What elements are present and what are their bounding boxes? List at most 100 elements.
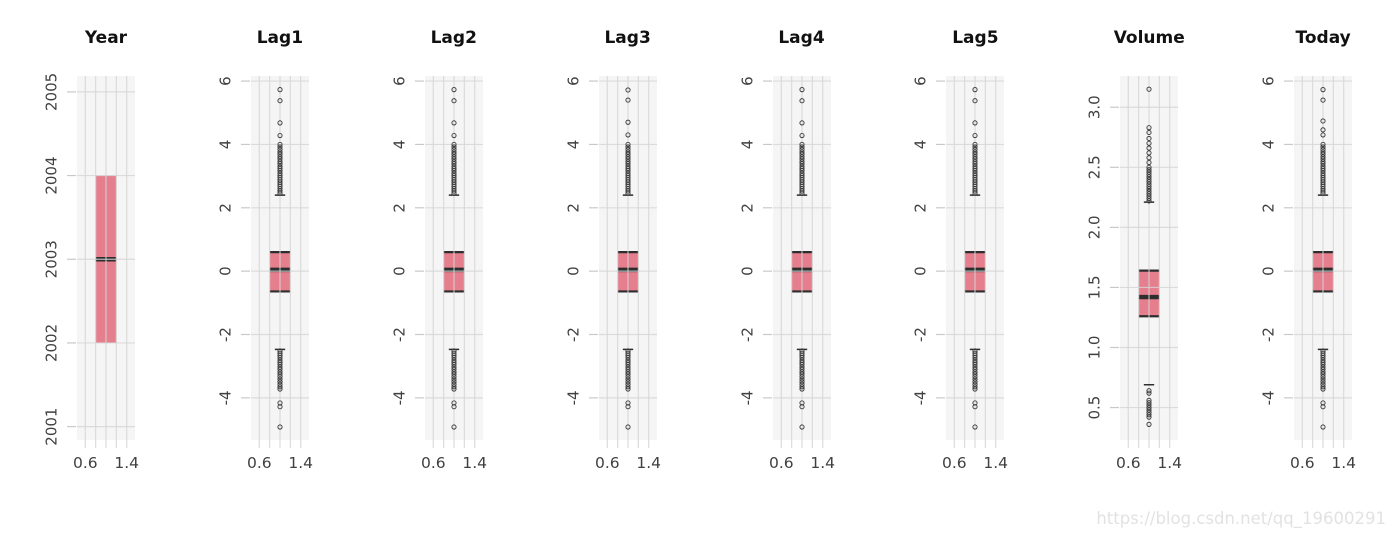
outlier-point [972,170,978,176]
outlier-point [277,156,283,162]
outlier-point [451,156,457,162]
outlier-point [798,146,805,153]
outlier-point [277,170,283,176]
y-tick-label: -2 [390,327,408,342]
y-tick-label: -2 [216,327,234,342]
outlier-point [1146,402,1152,408]
y-tick-label: 2 [564,203,582,213]
outlier-point [972,158,978,165]
panel-title: Volume [1113,28,1185,48]
outlier-point [972,371,978,377]
outlier-point [972,352,978,358]
y-tick-label: 0 [564,266,582,276]
x-tick-label: 0.6 [768,454,793,472]
y-tick-label: 0.5 [1086,396,1104,420]
outlier-point [1146,129,1152,136]
outlier-point [277,161,283,167]
outlier-point [625,141,631,148]
outlier-point [1320,158,1326,165]
outlier-point [1320,127,1326,133]
panels-row: Year 2001 2002 2003 2004 2005 0.6 1.4 Lag1 -4-… [43,0,1357,500]
outlier-point [972,355,978,361]
boxplot-canvas-lag3: -4 -2 0 2 4 6 0.6 1.4 [564,76,661,472]
y-tick-label: -2 [564,327,582,342]
y-tick-label: -4 [216,390,234,405]
outlier-point [1320,404,1326,410]
outlier-point [451,158,457,165]
outlier-point [1146,167,1152,173]
x-tick-label: 0.6 [595,454,620,472]
outlier-point [972,156,978,162]
outlier-point [1146,400,1152,406]
outlier-point [625,379,631,385]
outlier-point [451,141,457,148]
outlier-point [451,146,457,153]
outlier-point [625,163,631,169]
outlier-point [277,355,283,361]
y-tick-label: -4 [390,390,408,405]
outlier-point [972,144,978,150]
outlier-point [798,172,805,179]
outlier-point [972,120,978,126]
outlier-point [972,384,978,390]
outlier-point [1320,156,1326,162]
outlier-point [798,376,805,382]
outlier-point [1320,149,1326,155]
outlier-point [798,158,805,165]
y-tick-label: 4 [1260,140,1278,150]
outlier-point [1320,161,1326,167]
outlier-point [451,379,457,385]
y-tick-label: 0 [1260,266,1278,276]
outlier-point [625,149,631,155]
x-tick-label: 0.6 [247,454,272,472]
outlier-point [1320,352,1326,358]
y-tick-label: 2 [1260,203,1278,213]
outlier-point [451,366,457,372]
outlier-point [798,371,805,377]
y-tick-label: 2005 [43,73,61,111]
outlier-point [451,172,457,179]
outlier-point [1146,193,1152,199]
outlier-point [1320,141,1326,148]
y-tick-label: 0 [912,266,930,276]
panel-title: Lag4 [778,28,825,48]
outlier-point [625,424,631,430]
outlier-point [972,362,978,368]
x-tick-label: 1.4 [1332,454,1357,472]
outlier-point [277,172,283,179]
x-tick-label: 1.4 [462,454,487,472]
y-tick-label: 0 [390,266,408,276]
y-tick-label: 2.5 [1086,155,1104,179]
outlier-point [451,170,457,176]
panel-volume: Volume 0.5 1.0 1.5 2.0 2.5 3.0 0.6 1.4 [1043,0,1217,500]
outlier-point [1320,97,1326,103]
outlier-point [972,359,978,365]
outlier-point [798,424,805,430]
outlier-point [798,355,805,361]
outlier-point [451,98,457,104]
outlier-point [277,381,283,387]
panel-title: Lag5 [952,28,999,48]
outlier-point [1320,371,1326,377]
outlier-point [451,165,457,172]
outlier-point [1320,151,1326,157]
outlier-point [451,381,457,387]
outlier-point [277,364,283,370]
outlier-point [625,359,631,365]
outlier-point [625,170,631,176]
outlier-point [451,359,457,365]
outlier-point [451,384,457,390]
outlier-point [625,154,631,160]
outlier-point [972,149,978,155]
outlier-point [277,151,283,157]
outlier-point [451,376,457,382]
outlier-point [1320,369,1326,375]
outlier-point [277,146,283,153]
outlier-point [1146,125,1152,131]
outlier-point [798,381,805,387]
outlier-point [1146,159,1152,166]
outlier-point [277,149,283,155]
outlier-point [277,352,283,358]
outlier-point [1320,376,1326,382]
outlier-point [1320,118,1326,124]
